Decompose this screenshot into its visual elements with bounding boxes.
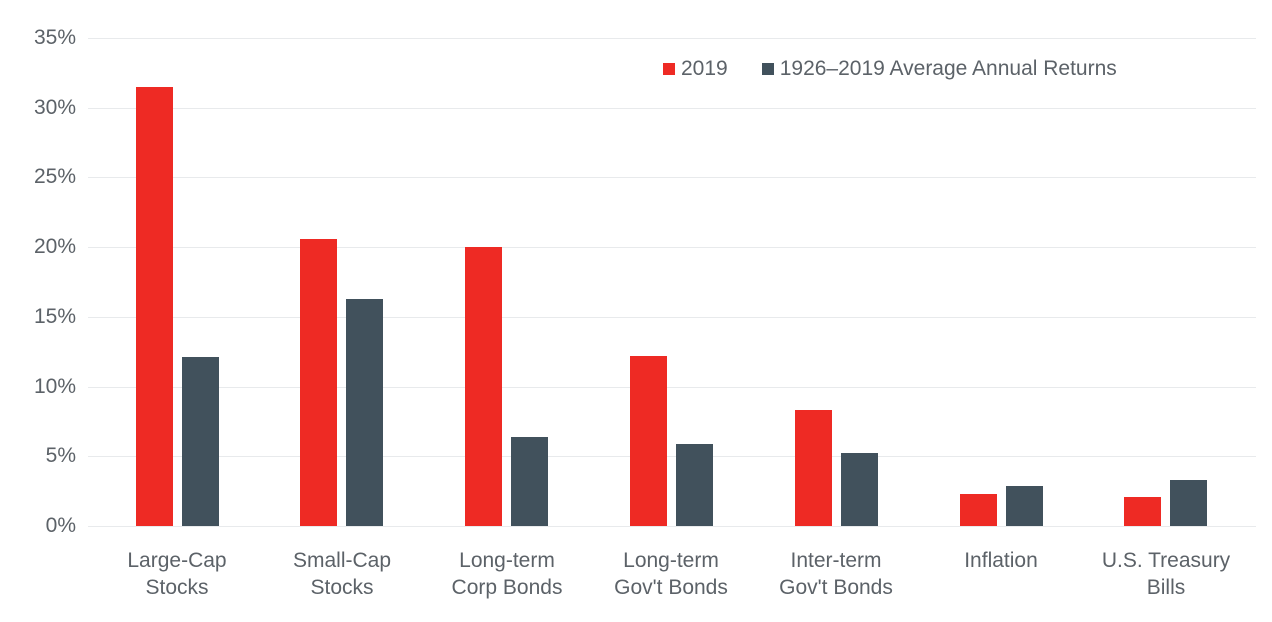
legend-marker-average-icon: [761, 63, 774, 75]
gridline-35: [88, 38, 1256, 39]
category-label-long-term-gov-t-bonds: Long-term Gov't Bonds: [614, 549, 728, 599]
bar-2019-long-term-corp-bonds: [465, 247, 502, 526]
legend-label-2019: 2019: [681, 57, 728, 80]
gridline-20: [88, 247, 1256, 248]
y-tick-label-35: 35%: [33, 26, 76, 49]
gridline-25: [88, 177, 1256, 178]
category-label-small-cap-stocks: Small-Cap Stocks: [292, 549, 392, 599]
gridline-0: [88, 526, 1256, 527]
bar-2019-small-cap-stocks: [300, 239, 337, 526]
gridline-5: [88, 456, 1256, 457]
bar-average-long-term-corp-bonds: [511, 437, 548, 526]
legend-item-average: 1926–2019 Average Annual Returns: [761, 57, 1117, 81]
category-label-inter-term-gov-t-bonds: Inter-term Gov't Bonds: [779, 549, 893, 599]
bar-2019-long-term-gov-t-bonds: [630, 356, 667, 526]
gridline-15: [88, 317, 1256, 318]
bar-average-large-cap-stocks: [182, 357, 219, 526]
bar-2019-inflation: [960, 494, 997, 526]
y-tick-label-15: 15%: [33, 305, 76, 328]
gridline-10: [88, 387, 1256, 388]
y-tick-label-25: 25%: [33, 165, 76, 188]
category-label-large-cap-stocks: Large-Cap Stocks: [127, 549, 227, 599]
bar-average-small-cap-stocks: [346, 299, 383, 526]
legend-item-2019: 2019: [663, 57, 728, 81]
legend-marker-2019-icon: [663, 63, 675, 75]
bar-average-long-term-gov-t-bonds: [676, 444, 713, 526]
bar-2019-u-s-treasury-bills: [1124, 497, 1161, 526]
gridline-30: [88, 108, 1256, 109]
y-tick-label-0: 0%: [45, 514, 76, 537]
bar-2019-large-cap-stocks: [136, 87, 173, 526]
y-tick-label-20: 20%: [33, 235, 76, 258]
category-label-u-s-treasury-bills: U.S. Treasury Bills: [1101, 549, 1231, 599]
bar-2019-inter-term-gov-t-bonds: [795, 410, 832, 526]
legend: 2019 1926–2019 Average Annual Returns: [663, 57, 1117, 81]
y-tick-label-5: 5%: [45, 444, 76, 467]
bar-average-inflation: [1006, 486, 1043, 526]
y-tick-label-30: 30%: [33, 96, 76, 119]
bar-average-inter-term-gov-t-bonds: [841, 453, 878, 526]
category-label-long-term-corp-bonds: Long-term Corp Bonds: [451, 549, 563, 599]
category-label-inflation: Inflation: [964, 549, 1038, 572]
bar-average-u-s-treasury-bills: [1170, 480, 1207, 526]
legend-label-average: 1926–2019 Average Annual Returns: [779, 57, 1117, 80]
y-tick-label-10: 10%: [33, 375, 76, 398]
